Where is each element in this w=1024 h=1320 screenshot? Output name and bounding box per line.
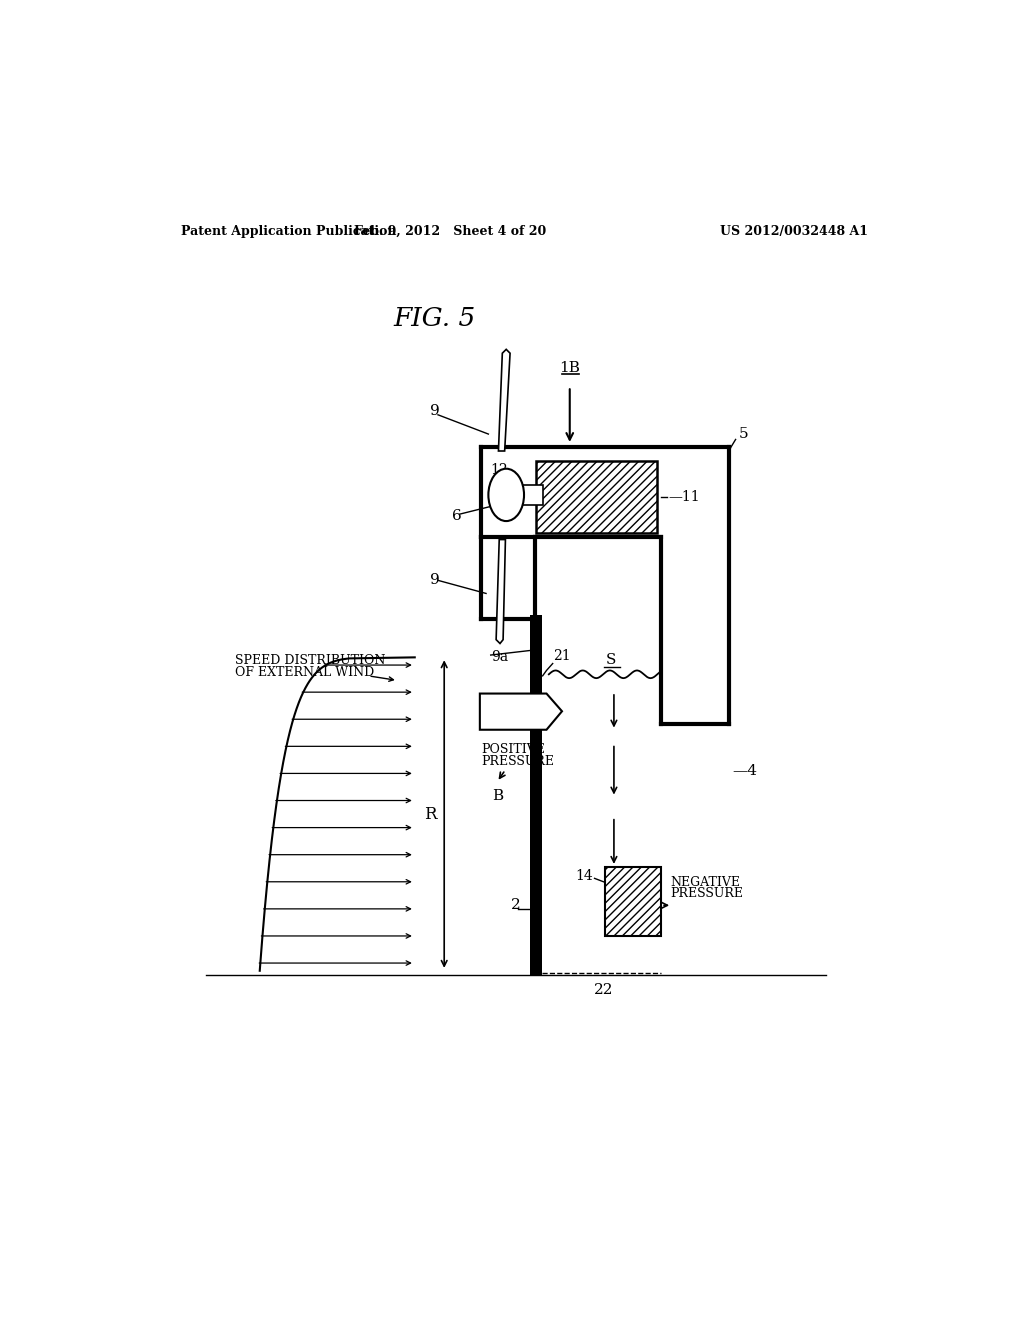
Text: US 2012/0032448 A1: US 2012/0032448 A1: [721, 224, 868, 238]
Text: R: R: [424, 807, 436, 822]
Text: B: B: [493, 789, 504, 803]
Text: 9: 9: [430, 404, 440, 418]
Polygon shape: [499, 350, 510, 451]
Text: S: S: [605, 653, 616, 668]
Bar: [518, 484, 543, 506]
Ellipse shape: [488, 469, 524, 521]
Text: 12: 12: [489, 462, 508, 477]
Text: Patent Application Publication: Patent Application Publication: [180, 224, 396, 238]
Text: 9: 9: [430, 573, 440, 587]
Text: 9a: 9a: [490, 651, 508, 664]
Text: 22: 22: [594, 983, 613, 997]
Text: WIND: WIND: [496, 714, 530, 722]
Bar: [537, 461, 657, 533]
Text: FIG. 5: FIG. 5: [393, 306, 475, 331]
Text: 2: 2: [511, 899, 520, 912]
Text: SPEED DISTRIBUTION: SPEED DISTRIBUTION: [234, 653, 385, 667]
Bar: [530, 615, 542, 974]
Text: EXTERNAL: EXTERNAL: [480, 702, 546, 711]
Text: 1B: 1B: [559, 360, 581, 375]
Text: OF EXTERNAL WIND: OF EXTERNAL WIND: [236, 667, 375, 680]
Text: 6: 6: [452, 510, 462, 524]
Text: Feb. 9, 2012   Sheet 4 of 20: Feb. 9, 2012 Sheet 4 of 20: [353, 224, 546, 238]
Text: —11: —11: [669, 490, 699, 504]
Text: —4: —4: [732, 763, 758, 777]
Text: PRESSURE: PRESSURE: [671, 887, 743, 900]
Text: POSITIVE: POSITIVE: [481, 743, 545, 756]
Text: PRESSURE: PRESSURE: [481, 755, 554, 768]
Polygon shape: [496, 540, 506, 644]
Text: NEGATIVE: NEGATIVE: [671, 875, 740, 888]
Text: 21: 21: [553, 649, 570, 663]
Text: 14: 14: [575, 869, 593, 883]
Bar: [604, 867, 662, 936]
Text: 5: 5: [738, 428, 749, 441]
Polygon shape: [480, 693, 562, 730]
